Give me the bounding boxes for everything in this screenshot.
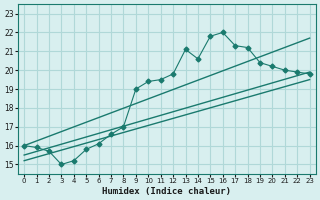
X-axis label: Humidex (Indice chaleur): Humidex (Indice chaleur)	[102, 187, 231, 196]
